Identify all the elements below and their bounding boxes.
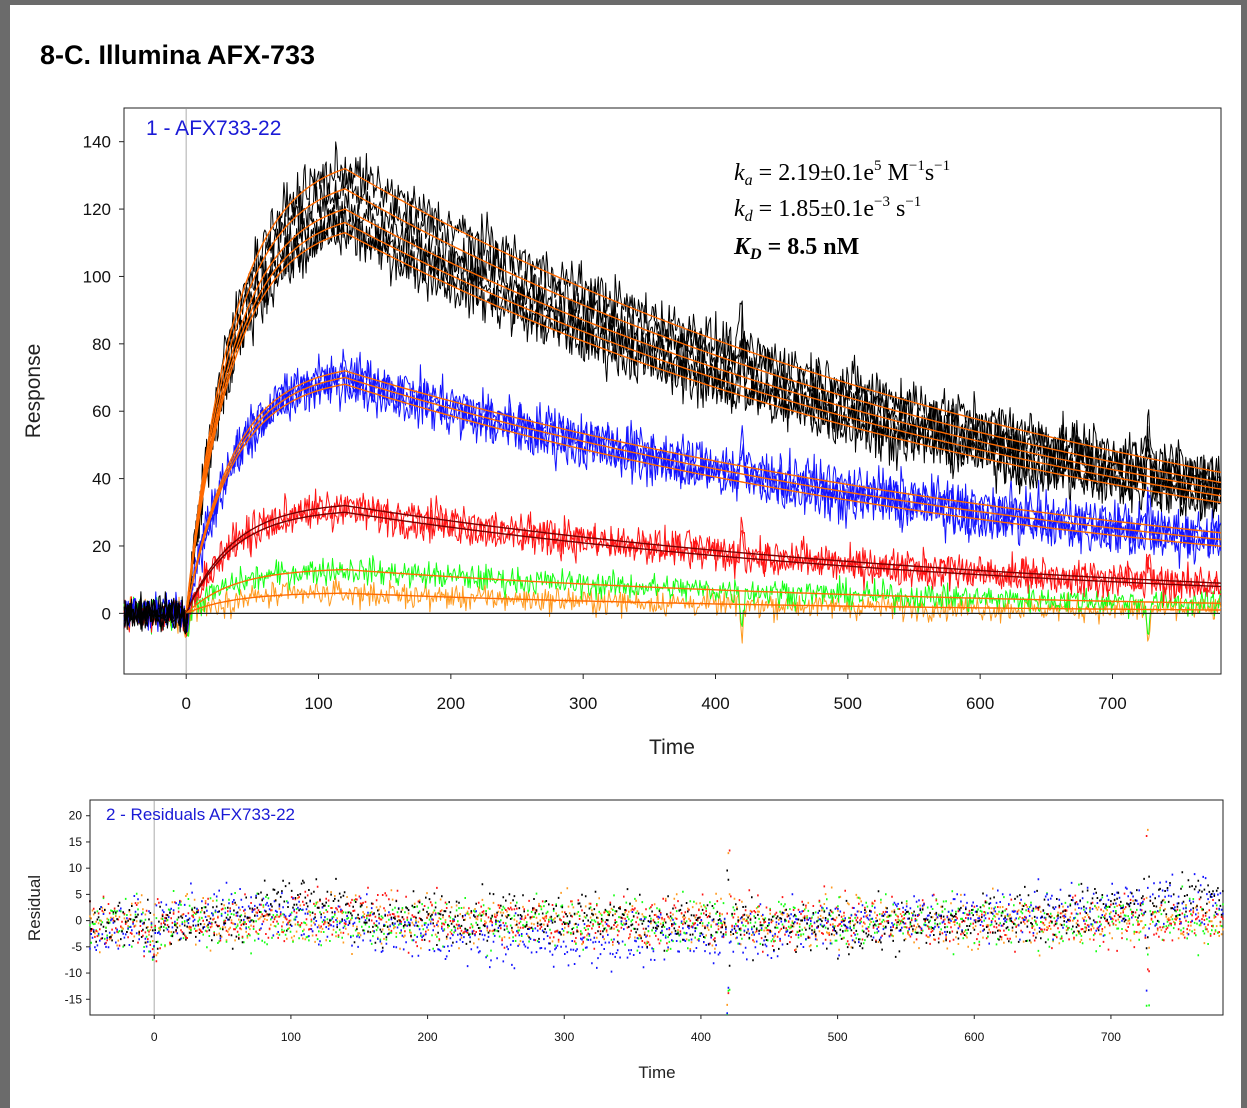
top-plot-title: 1 - AFX733-22 <box>146 117 281 140</box>
residual-y-tick-label: 15 <box>69 835 83 849</box>
residual-y-tick-label: 5 <box>75 887 82 901</box>
ka-value: ka = 2.19±0.1e5 M−1s−1 <box>734 158 950 189</box>
top-traces <box>123 141 1222 644</box>
residual-points-black <box>89 869 1224 967</box>
residual-y-tick-label: 0 <box>75 914 82 928</box>
y-tick-label: 120 <box>83 200 111 219</box>
sensorgram-trace-black <box>123 141 1222 635</box>
residual-x-tick-label: 400 <box>691 1030 711 1044</box>
residual-points <box>89 828 1224 1015</box>
fit-curve-blue <box>185 383 1222 614</box>
figure-heading: 8-C. Illumina AFX-733 <box>40 40 316 70</box>
residual-x-tick-label: 100 <box>281 1030 301 1044</box>
residual-points-green <box>89 883 1224 1015</box>
fit-curve-green <box>185 568 1221 614</box>
top-y-ticks: 0 20 40 60 80 100 120 140 <box>83 133 124 623</box>
fit-curve-black <box>185 188 1222 614</box>
residual-y-tick-label: 20 <box>69 809 83 823</box>
y-tick-label: 140 <box>83 133 111 152</box>
bottom-y-axis-label: Residual <box>25 875 44 941</box>
fit-curve-black <box>185 221 1222 614</box>
fit-curve-black <box>185 208 1222 614</box>
fit-curve-black <box>185 231 1222 614</box>
top-x-ticks: 0 100 200 300 400 500 600 700 <box>181 674 1127 713</box>
residual-x-tick-label: 600 <box>964 1030 984 1044</box>
residual-x-tick-label: 0 <box>151 1030 158 1044</box>
sensorgram-trace-black <box>123 167 1222 635</box>
x-tick-label: 100 <box>304 694 332 713</box>
bottom-x-axis-label: Time <box>638 1063 675 1082</box>
residual-points-blue <box>89 873 1224 1015</box>
kinetics-annotation: ka = 2.19±0.1e5 M−1s−1 kd = 1.85±0.1e−3 … <box>733 158 950 263</box>
bottom-x-ticks: 0 100 200 300 400 500 600 700 <box>151 1015 1121 1044</box>
fit-curve-blue <box>185 370 1222 614</box>
x-tick-label: 600 <box>966 694 994 713</box>
fit-curve-red <box>185 511 1222 614</box>
y-tick-label: 0 <box>102 604 111 623</box>
KD-value: KD = 8.5 nM <box>733 234 859 263</box>
fit-curve-orange <box>185 592 1221 615</box>
x-tick-label: 200 <box>437 694 465 713</box>
sensorgram-trace-black <box>123 205 1222 631</box>
residual-y-tick-label: -10 <box>65 966 83 980</box>
x-tick-label: 500 <box>834 694 862 713</box>
top-y-axis-label: Response <box>22 344 45 439</box>
residual-y-tick-label: -5 <box>71 940 82 954</box>
x-tick-label: 400 <box>701 694 729 713</box>
fit-curve-red <box>185 504 1222 614</box>
y-tick-label: 100 <box>83 267 111 286</box>
x-tick-label: 700 <box>1098 694 1126 713</box>
y-tick-label: 40 <box>92 470 111 489</box>
residual-y-tick-label: -15 <box>65 992 83 1006</box>
bottom-plot-title: 2 - Residuals AFX733-22 <box>106 805 295 824</box>
sensorgram-trace-blue <box>123 364 1222 628</box>
y-tick-label: 80 <box>92 335 111 354</box>
x-tick-label: 0 <box>181 694 190 713</box>
residual-y-tick-label: 10 <box>69 861 83 875</box>
x-tick-label: 300 <box>569 694 597 713</box>
top-x-axis-label: Time <box>649 736 695 759</box>
residual-x-tick-label: 300 <box>554 1030 574 1044</box>
fit-curve-blue <box>185 376 1222 614</box>
residual-x-tick-label: 200 <box>418 1030 438 1044</box>
y-tick-label: 20 <box>92 537 111 556</box>
top-fit-curves <box>185 167 1222 615</box>
residual-x-tick-label: 700 <box>1101 1030 1121 1044</box>
sensorgram-trace-green <box>123 555 1222 637</box>
residual-x-tick-label: 500 <box>828 1030 848 1044</box>
bottom-y-ticks: 20 15 10 5 0 -5 -10 -15 <box>65 809 90 1006</box>
kd-value: kd = 1.85±0.1e−3 s−1 <box>734 194 921 225</box>
fit-curve-black <box>185 167 1222 614</box>
y-tick-label: 60 <box>92 402 111 421</box>
